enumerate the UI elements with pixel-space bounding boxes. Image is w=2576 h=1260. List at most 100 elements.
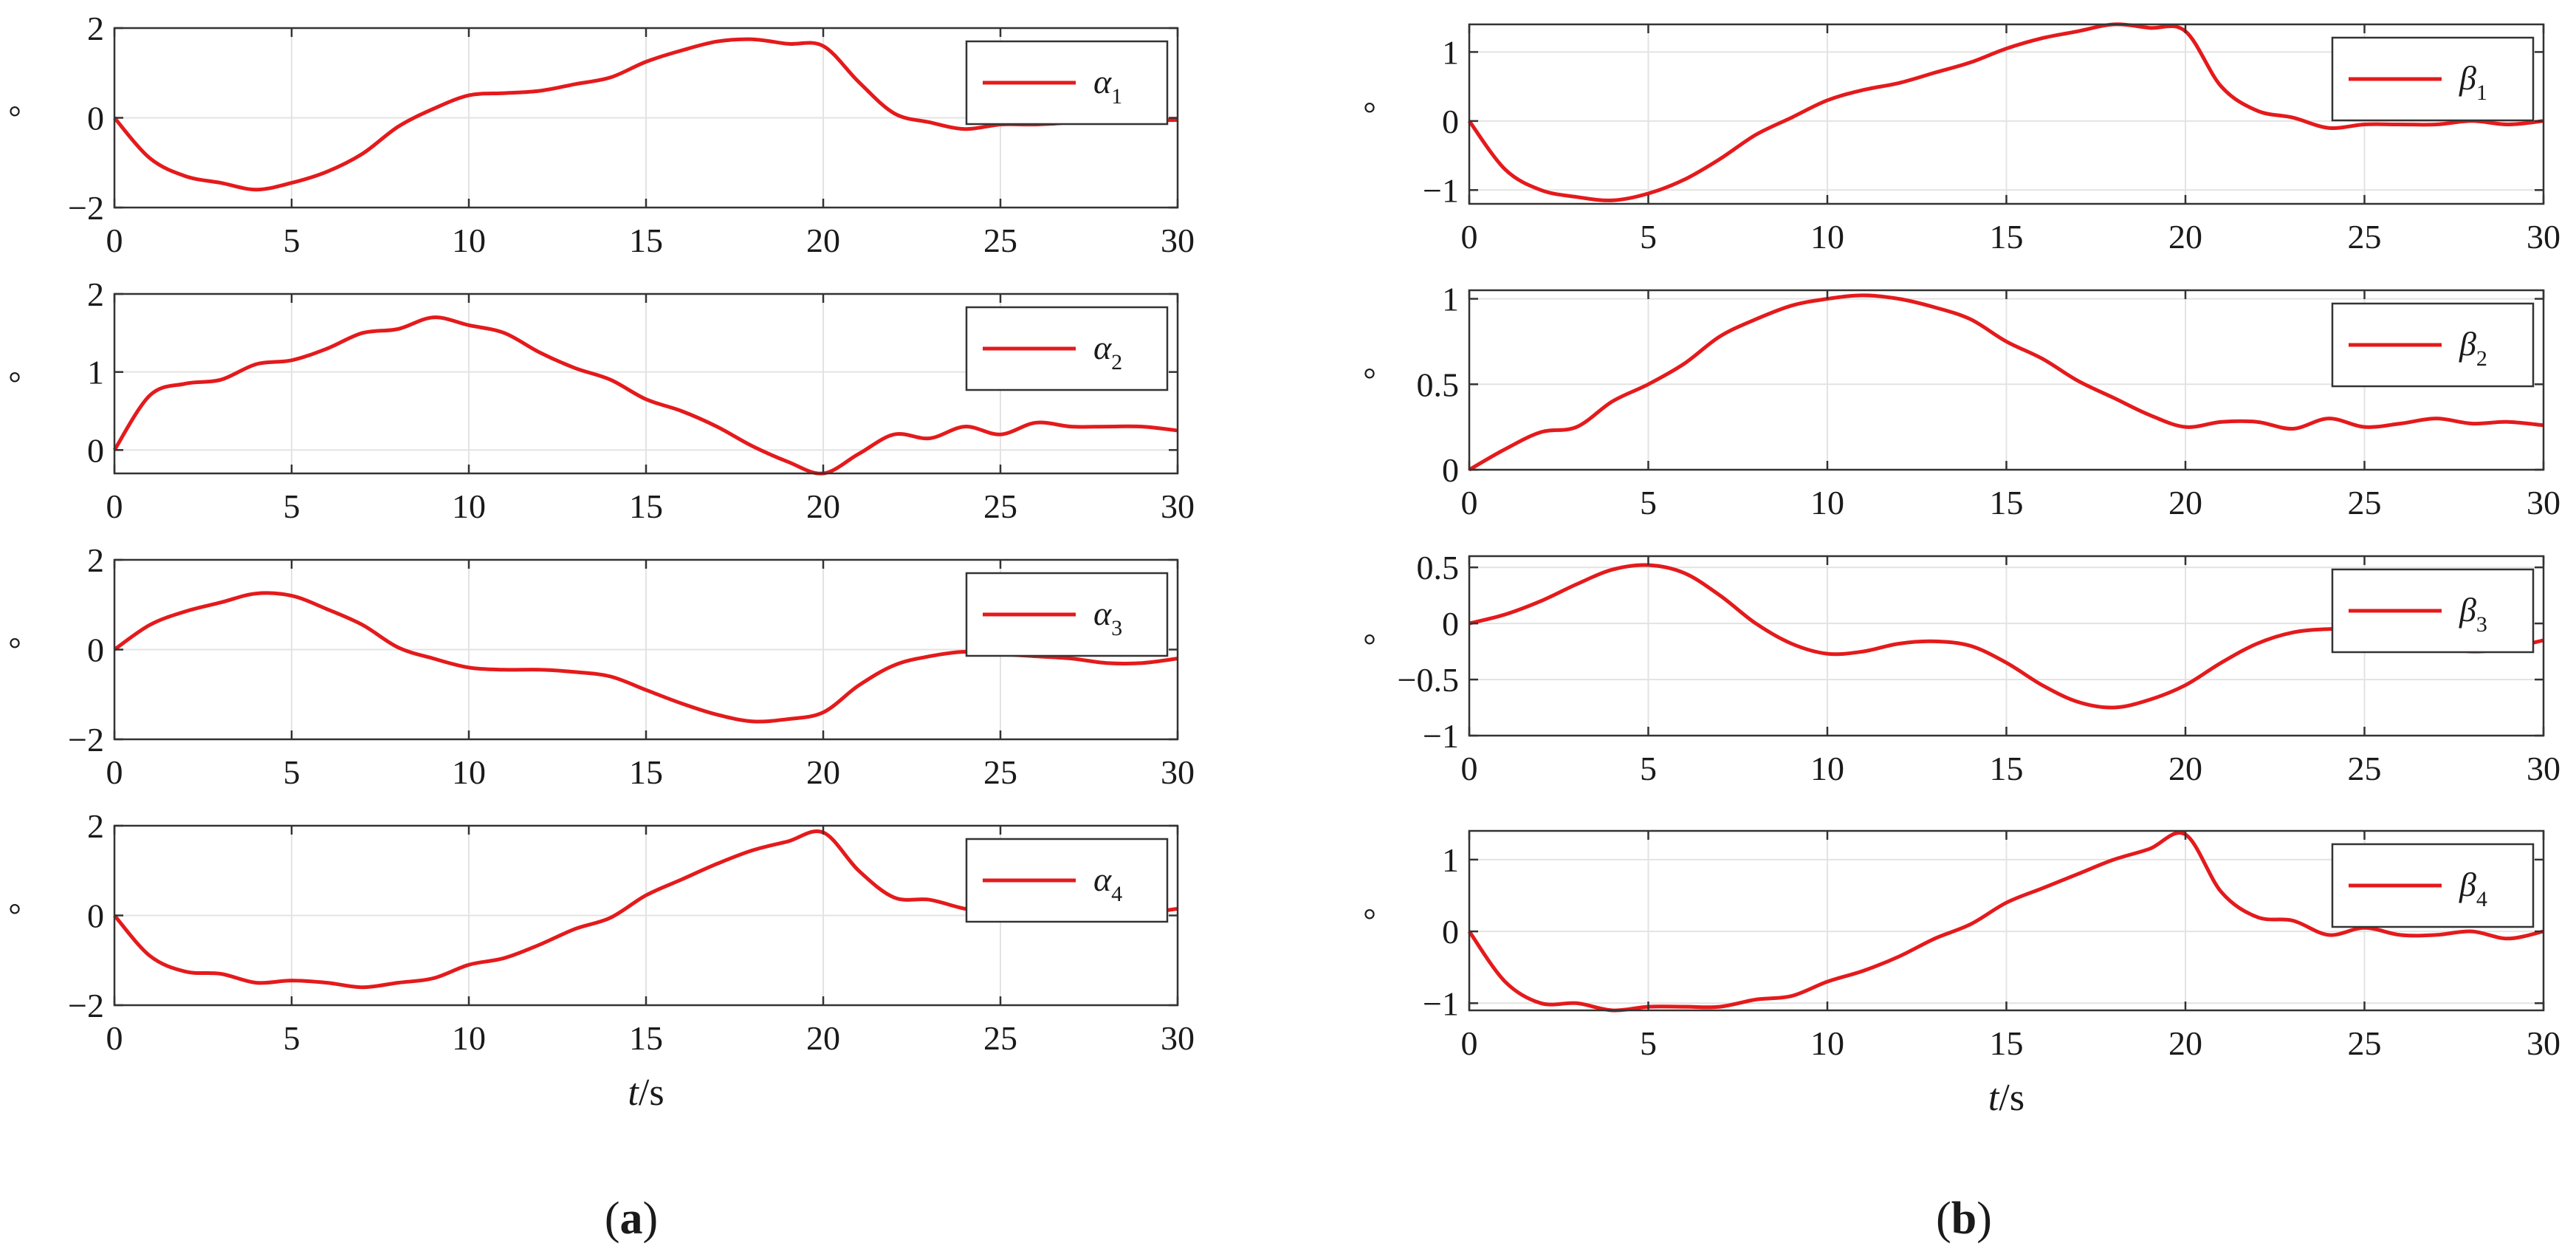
x-tick-label: 0 [106, 487, 123, 525]
y-axis-label: ° [1363, 96, 1376, 132]
x-tick-label: 20 [806, 1019, 840, 1057]
y-tick-label: 0.5 [1417, 549, 1460, 586]
x-tick-label: 15 [629, 1019, 663, 1057]
y-tick-label: 0 [1442, 103, 1459, 140]
y-tick-label: 0 [1442, 605, 1459, 643]
y-tick-label: −2 [68, 721, 104, 759]
subplot-b-1: 0 5 10 15 20 25 30−101°β1 [1363, 22, 2560, 256]
x-tick-label: 5 [1640, 1024, 1657, 1062]
x-tick-label: 15 [1990, 218, 2024, 256]
x-tick-label: 5 [284, 487, 300, 525]
legend-label: β1 [2459, 59, 2487, 105]
x-tick-label: 10 [1810, 484, 1844, 521]
y-axis-label: ° [8, 366, 21, 402]
subplot-b-2: 0 5 10 15 20 25 30 0 0.5 1 ° β2 [1363, 281, 2560, 521]
x-axis-label: t/s [1988, 1077, 2024, 1119]
x-tick-label: 10 [1810, 218, 1844, 256]
x-axis-label: t/s [628, 1072, 664, 1114]
x-tick-label: 10 [1810, 1024, 1844, 1062]
x-tick-label: 5 [284, 753, 300, 791]
legend-label: α1 [1093, 63, 1122, 109]
y-tick-label: 1 [1442, 841, 1459, 879]
y-tick-label: 0 [1442, 451, 1459, 489]
subplot-a-4: 0 5 10 15 20 25 30−202°t/sα4 [8, 807, 1195, 1114]
x-tick-label: 25 [2348, 218, 2382, 256]
y-tick-label: 0.5 [1417, 366, 1460, 403]
y-tick-label: −2 [68, 189, 104, 227]
x-tick-label: 20 [806, 222, 840, 259]
x-tick-label: 20 [2168, 484, 2202, 521]
x-tick-label: 30 [1161, 753, 1195, 791]
subplot-a-1: 0 5 10 15 20 25 30−202°α1 [8, 10, 1195, 259]
y-tick-label: 0 [87, 100, 104, 137]
x-tick-label: 25 [983, 753, 1017, 791]
x-tick-label: 10 [452, 753, 486, 791]
x-tick-label: 0 [1461, 750, 1478, 787]
panel-label-a: (a) [605, 1194, 658, 1244]
x-tick-label: 10 [452, 1019, 486, 1057]
x-tick-label: 10 [1810, 750, 1844, 787]
x-tick-label: 5 [1640, 484, 1657, 521]
x-tick-label: 25 [2348, 1024, 2382, 1062]
y-tick-label: 2 [87, 10, 104, 47]
y-tick-label: 0 [87, 431, 104, 469]
x-tick-label: 30 [2527, 1024, 2560, 1062]
y-tick-label: 1 [1442, 33, 1459, 71]
series-line-β1 [1467, 22, 2544, 202]
legend-label: α2 [1093, 329, 1122, 374]
legend: β2 [2331, 302, 2535, 388]
panel-label-b: (b) [1936, 1194, 1992, 1244]
legend: α1 [965, 40, 1169, 126]
subplot-b-3: 0 5 10 15 20 25 30 −1 −0.5 0 0.5 ° β3 [1363, 549, 2560, 787]
y-axis-label: ° [8, 631, 21, 668]
x-tick-label: 25 [983, 487, 1017, 525]
x-tick-label: 20 [2168, 218, 2202, 256]
y-tick-label: −2 [68, 987, 104, 1024]
y-tick-label: −1 [1423, 171, 1459, 209]
legend-label: β2 [2459, 325, 2487, 371]
legend: β4 [2331, 843, 2535, 928]
x-tick-label: 30 [2527, 218, 2560, 256]
x-tick-label: 15 [1990, 1024, 2024, 1062]
x-tick-label: 5 [1640, 750, 1657, 787]
y-tick-label: 1 [87, 354, 104, 391]
x-tick-label: 20 [806, 487, 840, 525]
x-tick-label: 0 [106, 753, 123, 791]
x-tick-label: 25 [2348, 484, 2382, 521]
y-tick-label: 1 [1442, 281, 1459, 318]
legend-label: α3 [1093, 595, 1122, 640]
y-axis-label: ° [8, 897, 21, 934]
x-tick-label: 30 [1161, 487, 1195, 525]
legend-label: α4 [1093, 860, 1122, 906]
y-tick-label: −1 [1423, 717, 1459, 755]
x-tick-label: 10 [452, 487, 486, 525]
x-tick-label: 15 [629, 753, 663, 791]
legend-label: β4 [2459, 866, 2487, 911]
x-tick-label: 20 [806, 753, 840, 791]
x-tick-label: 0 [106, 222, 123, 259]
x-tick-label: 5 [284, 1019, 300, 1057]
x-tick-label: 15 [1990, 484, 2024, 521]
subplot-b-4: 0 5 10 15 20 25 30−101°t/sβ4 [1363, 829, 2560, 1119]
x-tick-label: 15 [629, 222, 663, 259]
y-tick-label: −0.5 [1398, 661, 1459, 699]
x-tick-label: 30 [2527, 750, 2560, 787]
legend: α2 [965, 306, 1169, 391]
y-axis-label: ° [1363, 628, 1376, 664]
y-tick-label: 2 [87, 807, 104, 845]
x-tick-label: 25 [983, 1019, 1017, 1057]
x-tick-label: 0 [1461, 1024, 1478, 1062]
x-tick-label: 15 [1990, 750, 2024, 787]
y-tick-label: 2 [87, 275, 104, 313]
x-tick-label: 20 [2168, 750, 2202, 787]
x-tick-label: 15 [629, 487, 663, 525]
legend-label: β3 [2459, 591, 2487, 637]
x-tick-label: 0 [106, 1019, 123, 1057]
y-axis-label: ° [1363, 362, 1376, 398]
x-tick-label: 20 [2168, 1024, 2202, 1062]
x-tick-label: 0 [1461, 218, 1478, 256]
legend: α4 [965, 838, 1169, 923]
x-tick-label: 10 [452, 222, 486, 259]
x-tick-label: 5 [284, 222, 300, 259]
